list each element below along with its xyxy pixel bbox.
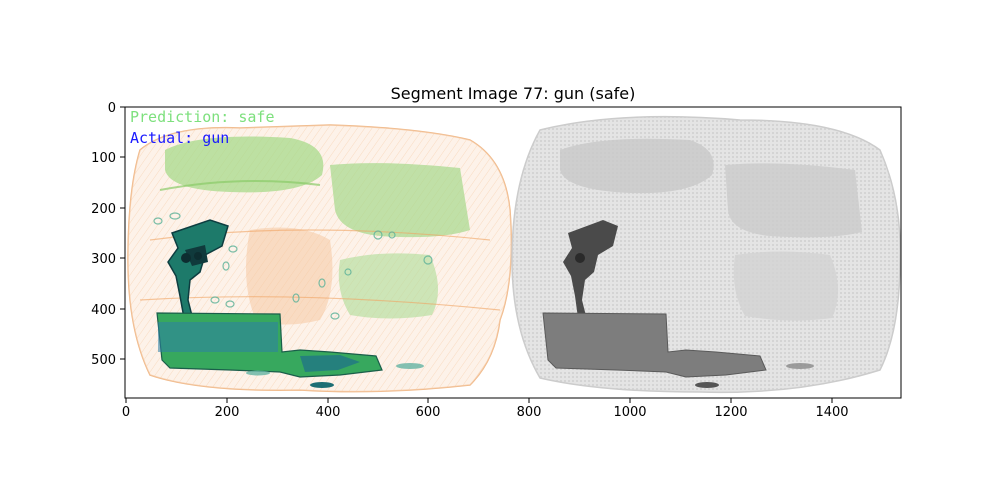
x-tick-label: 0	[122, 405, 130, 420]
x-tick-label: 400	[316, 405, 341, 420]
y-tick-label: 100	[91, 151, 116, 166]
x-tick: 1200	[714, 398, 748, 420]
xray-image	[125, 107, 901, 398]
x-tick: 1400	[815, 398, 849, 420]
x-tick-label: 1200	[714, 405, 747, 420]
actual-label: Actual: gun	[130, 129, 229, 147]
x-tick-label: 800	[517, 405, 542, 420]
x-tick-label: 1000	[613, 405, 646, 420]
axes-frame	[124, 106, 902, 399]
x-axis: 0 200 400 600 800 1000 1200 1400	[122, 398, 849, 420]
x-tick: 400	[316, 398, 341, 420]
x-tick: 800	[517, 398, 542, 420]
y-tick: 100	[91, 151, 125, 166]
y-tick: 400	[91, 303, 125, 318]
x-tick-label: 200	[215, 405, 240, 420]
color-xray-panel	[127, 124, 512, 393]
x-tick: 0	[122, 398, 130, 420]
y-tick-label: 500	[91, 353, 116, 368]
figure-title: Segment Image 77: gun (safe)	[391, 84, 636, 103]
x-tick: 1000	[613, 398, 647, 420]
y-tick-label: 0	[108, 101, 116, 116]
y-tick: 500	[91, 353, 125, 368]
prediction-label: Prediction: safe	[130, 108, 275, 126]
y-axis: 0 100 200 300 400 500	[91, 101, 125, 368]
y-tick-label: 200	[91, 202, 116, 217]
x-tick: 200	[215, 398, 240, 420]
y-tick: 0	[108, 101, 125, 116]
x-tick: 600	[416, 398, 441, 420]
y-tick: 300	[91, 252, 125, 267]
grayscale-xray-panel	[511, 115, 901, 394]
y-tick-label: 400	[91, 303, 116, 318]
x-tick-label: 600	[416, 405, 441, 420]
y-tick: 200	[91, 202, 125, 217]
x-tick-label: 1400	[815, 405, 848, 420]
y-tick-label: 300	[91, 252, 116, 267]
